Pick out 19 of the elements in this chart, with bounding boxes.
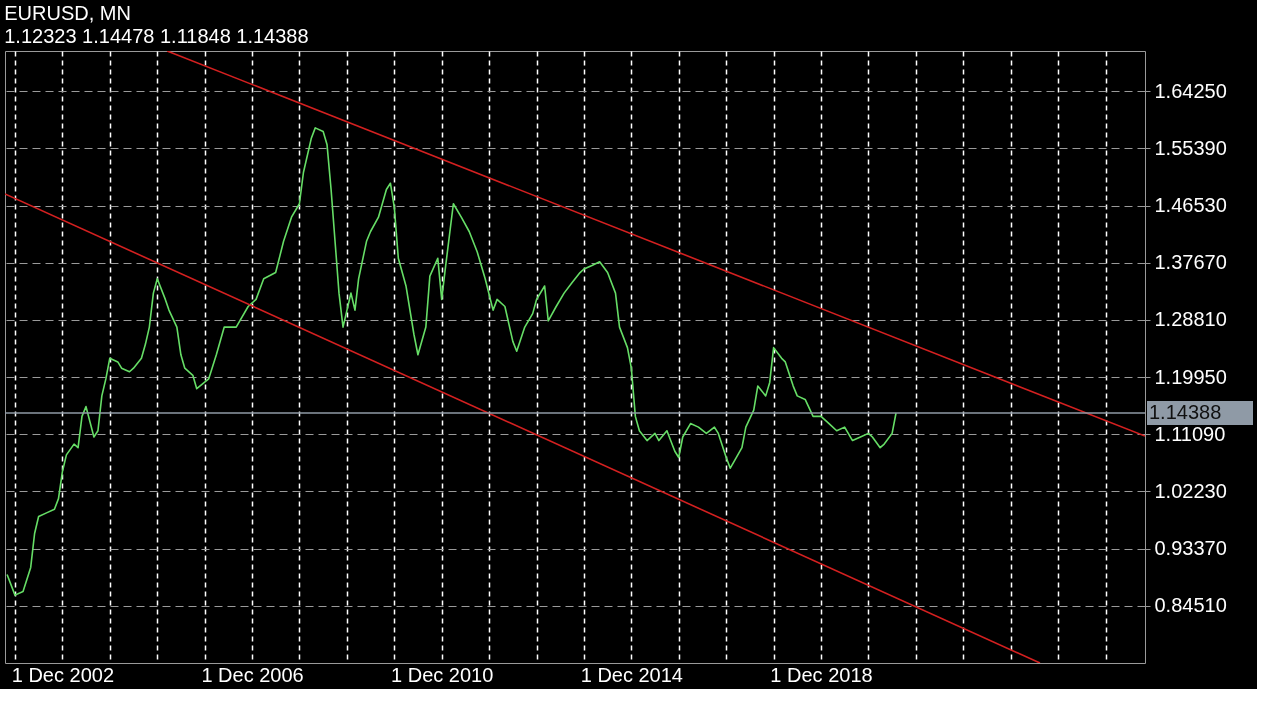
chart-title: EURUSD, MN xyxy=(4,2,131,24)
y-tick-label: 1.28810 xyxy=(1154,308,1227,331)
y-tick-label: 1.02230 xyxy=(1154,479,1227,502)
y-tick-label: 0.84510 xyxy=(1154,594,1227,617)
y-tick-label: 1.55390 xyxy=(1154,136,1227,159)
x-tick-label: 1 Dec 2014 xyxy=(580,663,683,686)
y-tick-label: 1.37670 xyxy=(1154,251,1227,274)
y-tick-label: 1.64250 xyxy=(1154,79,1227,102)
y-tick-label: 1.19950 xyxy=(1154,365,1227,388)
y-tick-label: 0.93370 xyxy=(1154,537,1227,560)
x-tick-label: 1 Dec 2006 xyxy=(201,663,304,686)
y-tick-label: 1.46530 xyxy=(1154,194,1227,217)
x-tick-label: 1 Dec 2002 xyxy=(11,663,115,686)
y-tick-label: 1.11090 xyxy=(1154,422,1226,445)
line-series xyxy=(6,127,897,596)
x-tick-label: 1 Dec 2018 xyxy=(770,663,873,686)
chart-subtitle: 1.12323 1.14478 1.11848 1.14388 xyxy=(4,25,309,47)
ref-line-label: 1.14388 xyxy=(1149,401,1222,423)
x-tick-label: 1 Dec 2010 xyxy=(391,663,494,686)
